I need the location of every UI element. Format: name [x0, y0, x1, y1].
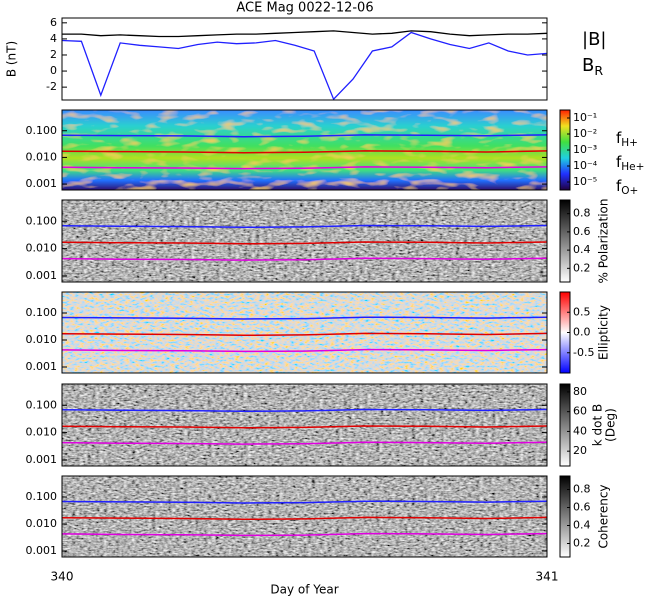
y-tick-label: 0.100 — [26, 490, 58, 503]
series-line — [62, 134, 547, 138]
colorbar-tick-label: 10⁻⁵ — [573, 175, 597, 188]
series-line — [62, 166, 547, 170]
colorbar-tick-label: 10⁻⁴ — [573, 159, 598, 172]
spectrogram-image — [62, 110, 547, 190]
plot-frame — [61, 17, 548, 101]
y-tick-label: 0.001 — [26, 360, 58, 373]
y-tick-label: 0.001 — [26, 269, 58, 282]
y-tick-label: 0.100 — [26, 398, 58, 411]
colorbar-tick-label: 0.4 — [573, 243, 591, 256]
series-line — [62, 150, 547, 154]
y-tick-label: 2 — [50, 48, 57, 61]
legend-name: f — [616, 129, 622, 147]
plot-frame — [61, 199, 548, 283]
colorbar-tick-label: 0.4 — [573, 519, 591, 532]
y-tick-label: 0.010 — [26, 333, 58, 346]
colorbar-tick-label: 0.2 — [573, 537, 591, 550]
legend-subscript: O+ — [621, 185, 638, 197]
y-axis-label: B (nT) — [5, 41, 19, 77]
colorbar-label: Ellipticity — [597, 305, 611, 360]
spectrogram-image — [62, 200, 547, 282]
series-line — [62, 441, 547, 445]
colorbar-tick-label: 10⁻³ — [573, 143, 597, 156]
colorbar-tick-label: 60 — [573, 405, 587, 418]
colorbar-tick-label: 20 — [573, 444, 587, 457]
y-tick-label: 0.010 — [26, 242, 58, 255]
plot-frame — [61, 475, 548, 558]
legend-subscript: R — [594, 63, 603, 78]
colorbar-label: % Polarization — [597, 199, 611, 284]
y-tick-label: 6 — [50, 16, 57, 29]
colorbar — [559, 475, 571, 558]
spectrogram-image — [62, 292, 547, 373]
legend-entry: fH+ — [616, 129, 638, 150]
series-line — [62, 516, 547, 521]
y-tick-label: 0.100 — [26, 214, 58, 227]
colorbar — [559, 383, 571, 467]
series-line — [62, 31, 547, 100]
plot-frame — [61, 109, 548, 191]
colorbar-tick-label: 0.5 — [573, 305, 591, 318]
y-tick-label: 0.001 — [26, 544, 58, 557]
series-line — [62, 30, 547, 38]
spectrogram-image — [62, 384, 547, 466]
legend-entry: fHe+ — [616, 153, 644, 174]
colorbar-label: Coherency — [597, 484, 611, 548]
colorbar-tick-label: 10⁻¹ — [573, 111, 597, 124]
y-tick-label: 0.010 — [26, 517, 58, 530]
y-tick-label: -2 — [46, 80, 57, 93]
series-line — [62, 532, 547, 537]
y-tick-label: 0 — [50, 64, 57, 77]
y-tick-label: 0.001 — [26, 177, 58, 190]
colorbar-tick-label: 0.8 — [573, 207, 591, 220]
series-line — [62, 241, 547, 245]
spectrogram-image — [62, 476, 547, 557]
colorbar — [559, 199, 571, 283]
y-tick-label: 0.010 — [26, 150, 58, 163]
series-line — [62, 425, 547, 429]
plot-frame — [61, 291, 548, 374]
series-line — [62, 500, 547, 504]
y-tick-label: 0.010 — [26, 426, 58, 439]
colorbar-tick-label: 10⁻² — [573, 127, 597, 140]
legend-name: f — [616, 177, 622, 195]
legend-subscript: He+ — [621, 161, 644, 173]
y-tick-label: 4 — [50, 32, 57, 45]
x-axis-label: Day of Year — [270, 583, 338, 597]
plot-frame — [61, 383, 548, 467]
legend-entry: fO+ — [616, 177, 638, 198]
legend-entry: |B| — [582, 29, 606, 50]
series-line — [62, 408, 547, 413]
colorbar-label: k dot B — [591, 404, 605, 446]
colorbar-tick-label: -0.5 — [573, 346, 594, 359]
colorbar-tick-label: 0.6 — [573, 225, 591, 238]
legend-name: B — [582, 55, 594, 76]
series-line — [62, 224, 547, 229]
x-tick-label: 341 — [536, 570, 559, 584]
series-line — [62, 348, 547, 353]
colorbar-label: (Deg) — [604, 408, 618, 442]
legend-name: f — [616, 153, 622, 171]
series-line — [62, 257, 547, 261]
series-line — [62, 332, 547, 337]
y-tick-label: 0.001 — [26, 453, 58, 466]
series-line — [62, 316, 547, 320]
colorbar-tick-label: 40 — [573, 424, 587, 437]
colorbar-tick-label: 0.8 — [573, 483, 591, 496]
colorbar-tick-label: 0.0 — [573, 326, 591, 339]
legend-entry: BR — [582, 55, 603, 78]
colorbar-tick-label: 0.6 — [573, 501, 591, 514]
y-tick-label: 0.100 — [26, 124, 58, 137]
colorbar-tick-label: 0.2 — [573, 261, 591, 274]
chart-title: ACE Mag 0022-12-06 — [236, 1, 373, 16]
x-tick-label: 340 — [51, 570, 74, 584]
legend-subscript: H+ — [621, 137, 638, 149]
legend-name: |B| — [582, 29, 606, 50]
y-tick-label: 0.100 — [26, 306, 58, 319]
colorbar-tick-label: 80 — [573, 385, 587, 398]
